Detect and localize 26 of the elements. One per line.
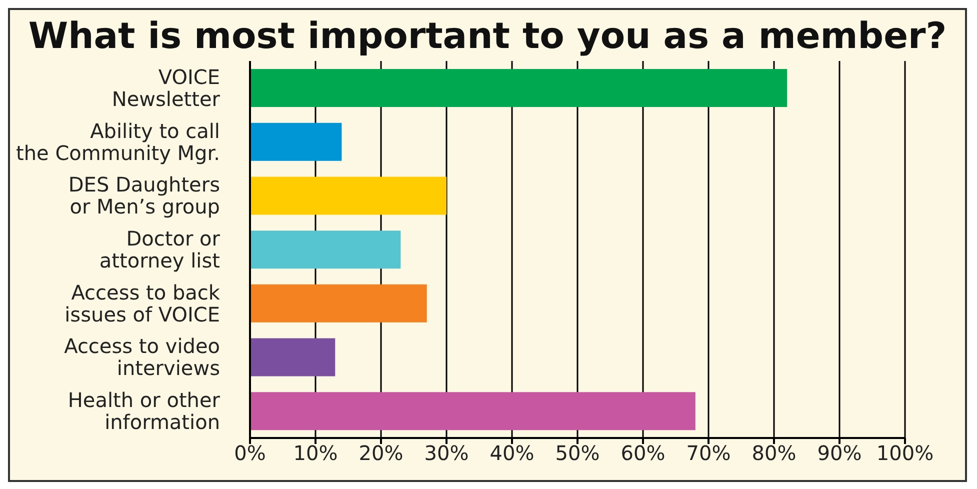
y-tick-label: DES Daughters or Men’s group — [68, 172, 220, 219]
bar — [250, 392, 696, 430]
y-tick-label: VOICE Newsletter — [112, 64, 221, 111]
bar — [250, 69, 788, 107]
x-tick-label: 40% — [490, 441, 534, 466]
y-tick-label: Access to video interviews — [64, 334, 220, 380]
y-tick-label: Access to back issues of VOICE — [64, 280, 220, 326]
x-tick-label: 90% — [817, 441, 862, 466]
x-tick-label: 20% — [358, 441, 404, 466]
x-tick-label: 100% — [876, 441, 934, 466]
x-tick-label: 60% — [620, 441, 666, 466]
x-tick-label: 10% — [293, 441, 338, 466]
bar — [250, 284, 427, 322]
x-tick-label: 0% — [234, 441, 266, 466]
x-tick-label: 30% — [424, 441, 469, 466]
x-tick-label: 80% — [752, 441, 796, 466]
bar — [250, 176, 446, 215]
y-tick-label: Health or other information — [68, 388, 221, 434]
bar — [250, 122, 342, 161]
y-tick-label: Doctor or attorney list — [99, 226, 221, 272]
chart-title: What is most important to you as a member? — [27, 16, 948, 57]
bar — [250, 230, 401, 269]
bar — [250, 338, 336, 376]
x-tick-label: 70% — [686, 441, 731, 466]
y-tick-label: Ability to call the Community Mgr. — [16, 118, 220, 165]
x-tick-label: 50% — [555, 441, 600, 466]
